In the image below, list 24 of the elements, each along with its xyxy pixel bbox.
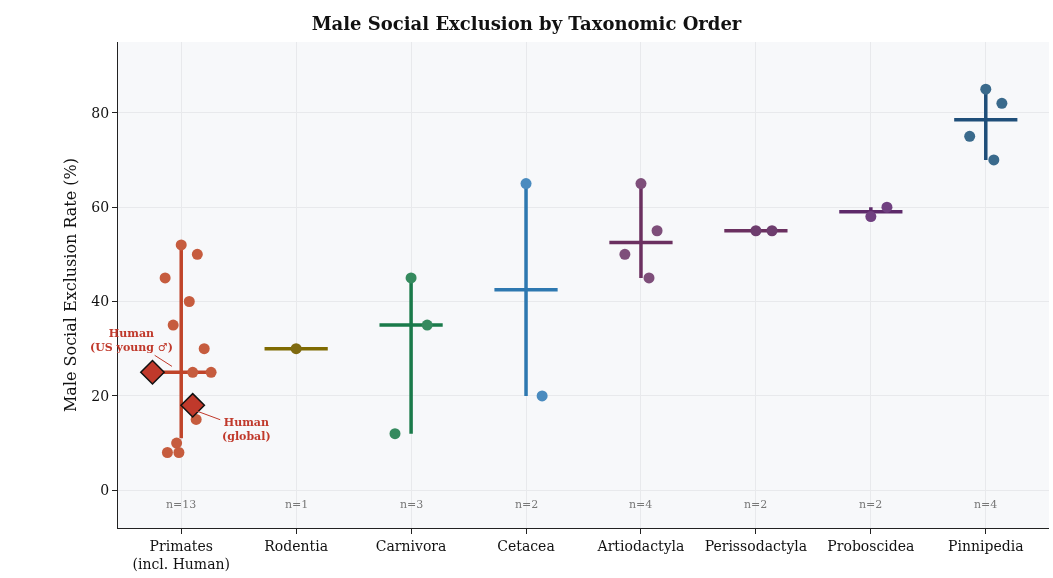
annotation: Human (global) — [222, 416, 271, 444]
annotation: n=2 — [859, 498, 883, 511]
chart-title: Male Social Exclusion by Taxonomic Order — [311, 12, 742, 34]
annotation: n=3 — [400, 498, 424, 511]
annotation: n=13 — [166, 498, 197, 511]
annotation: n=4 — [974, 498, 998, 511]
x-tick-label: Rodentia — [264, 537, 328, 554]
x-tick-label: Proboscidea — [827, 537, 915, 554]
y-tick-label: 80 — [91, 104, 110, 121]
x-tick-label: Artiodactyla — [596, 537, 685, 554]
x-tick-label: Primates (incl. Human) — [132, 537, 230, 572]
y-tick-label: 60 — [91, 199, 110, 216]
annotation: n=2 — [744, 498, 768, 511]
y-axis-title: Male Social Exclusion Rate (%) — [61, 157, 80, 413]
y-tick-label: 20 — [91, 387, 110, 404]
annotation: n=2 — [515, 498, 539, 511]
annotation: n=4 — [629, 498, 653, 511]
y-tick-label: 0 — [100, 482, 110, 499]
x-tick-label: Cetacea — [497, 537, 555, 554]
x-tick-label: Perissodactyla — [704, 537, 808, 554]
x-tick-label: Pinnipedia — [948, 537, 1024, 554]
annotation: n=1 — [285, 498, 309, 511]
y-tick-label: 40 — [91, 293, 110, 310]
x-tick-label: Carnivora — [375, 537, 447, 554]
